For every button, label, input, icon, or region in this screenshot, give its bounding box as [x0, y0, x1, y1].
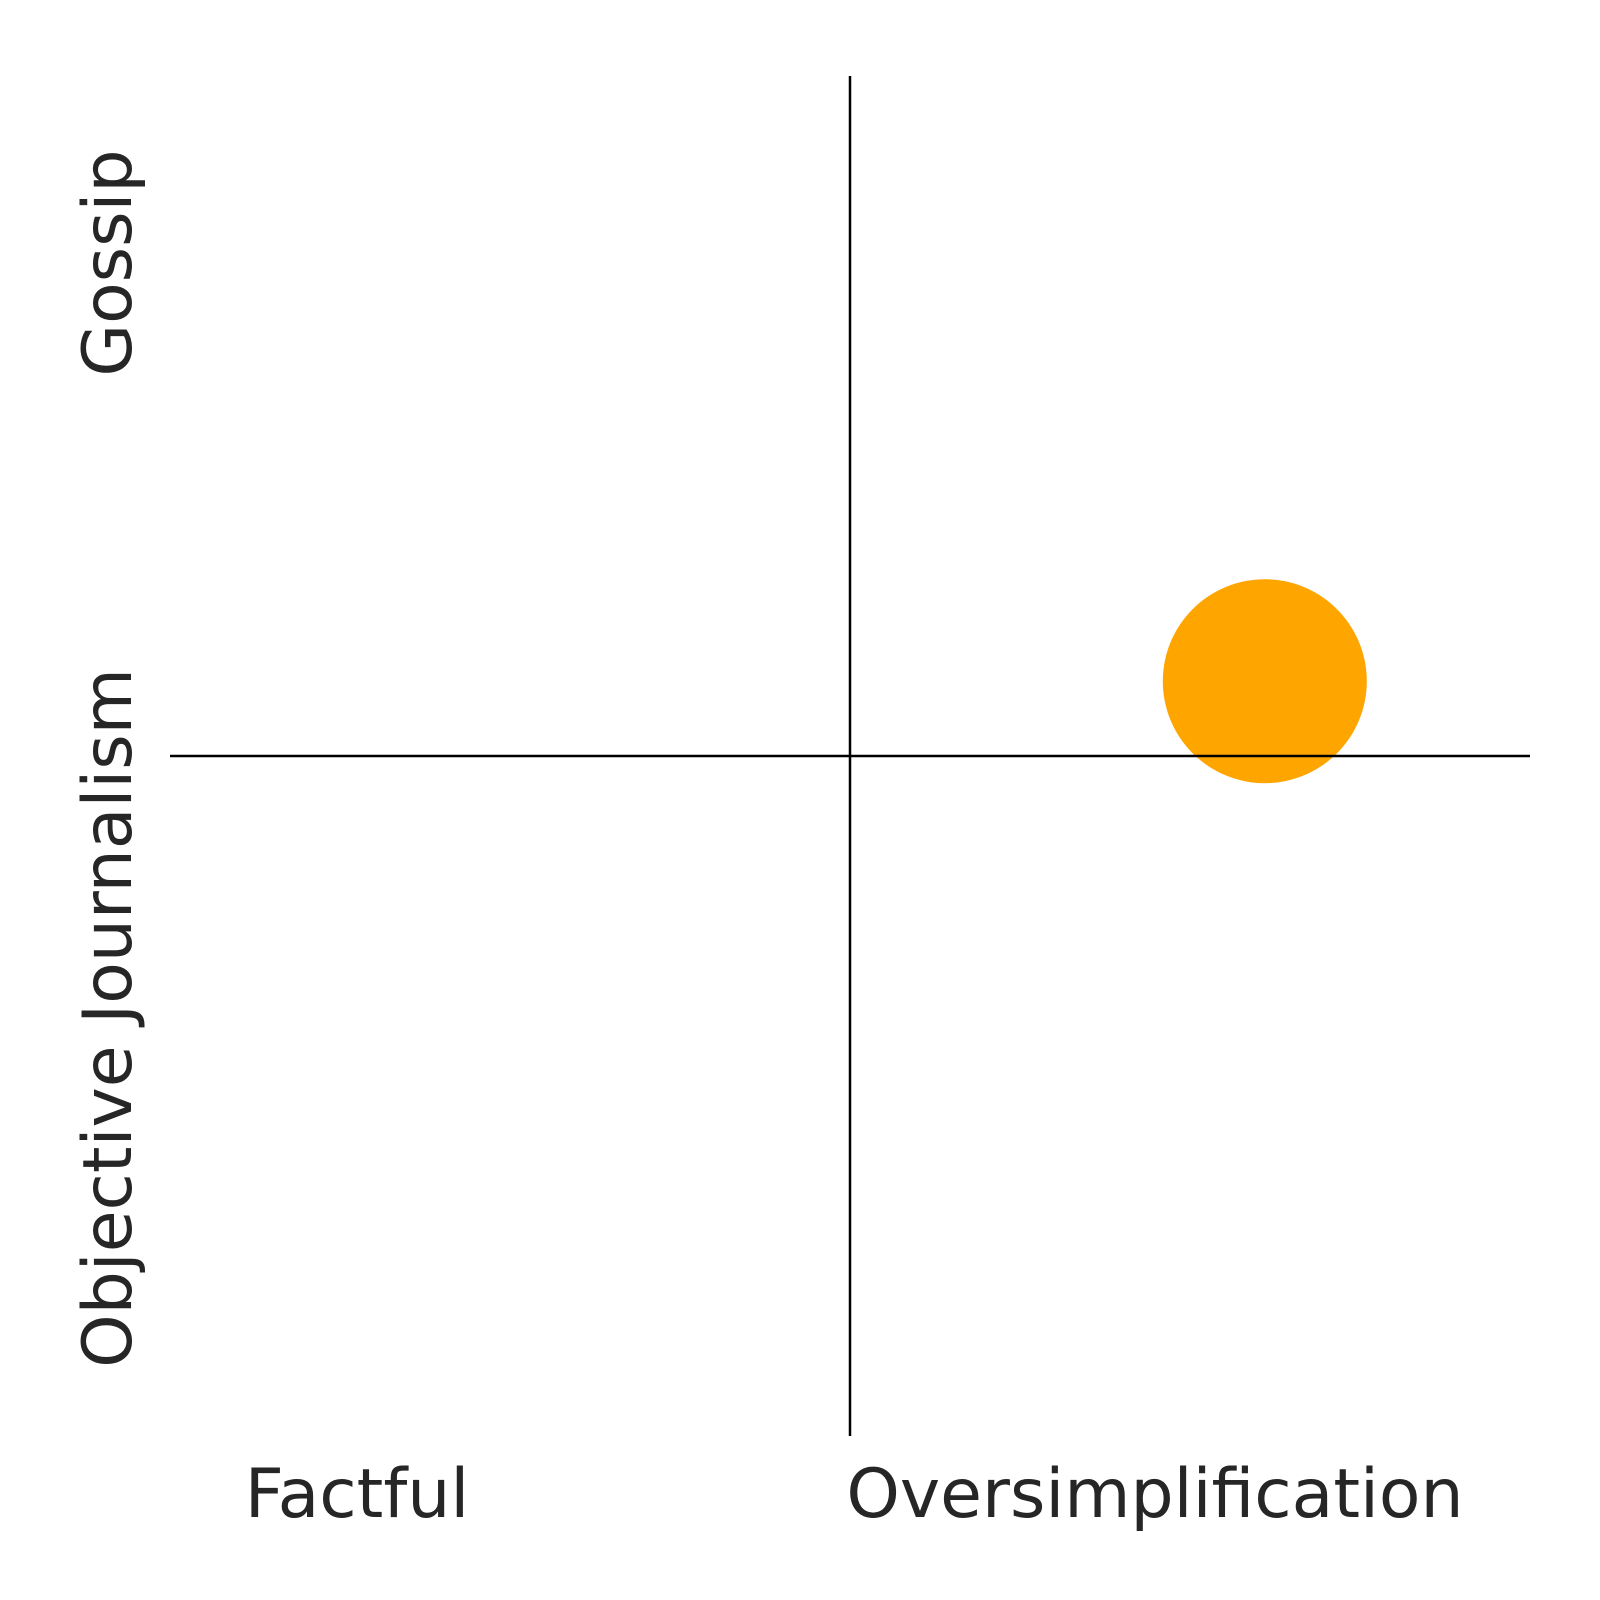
data-points — [1162, 579, 1367, 784]
y-high-label: Gossip — [69, 149, 148, 376]
data-point-1 — [1162, 579, 1367, 784]
y-low-label: Objective Journalism — [69, 668, 148, 1368]
x-low-label: Factful — [245, 1455, 470, 1534]
x-high-label: Oversimplification — [846, 1455, 1463, 1534]
axis-labels: Factful Oversimplification Objective Jou… — [69, 149, 1464, 1534]
